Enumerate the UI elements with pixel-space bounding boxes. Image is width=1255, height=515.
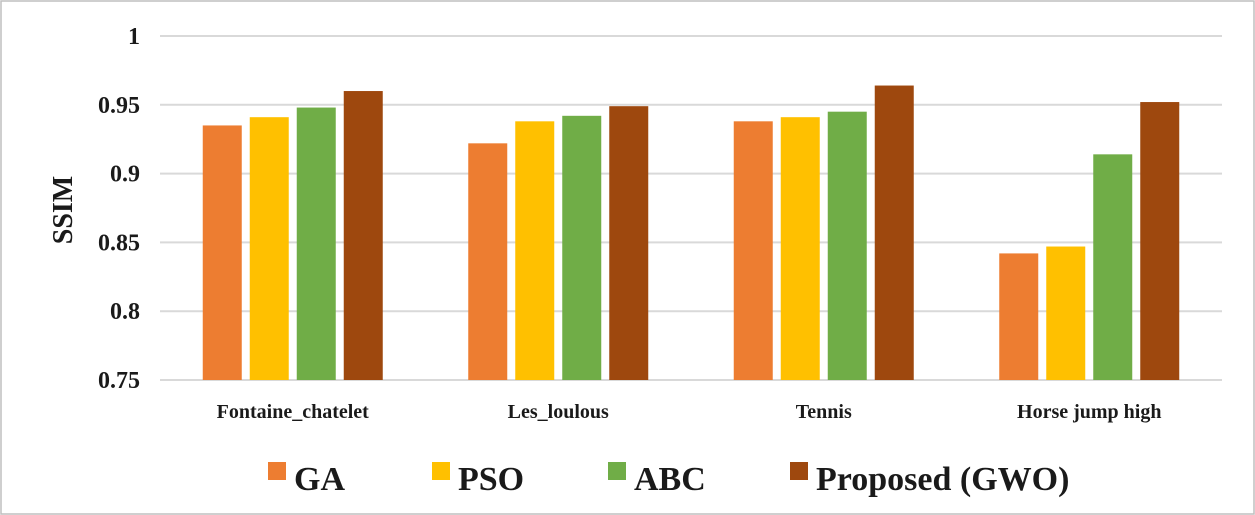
bar-abc-2 bbox=[827, 111, 867, 381]
legend-swatch bbox=[608, 462, 626, 480]
legend: GA PSO ABC Proposed (GWO) bbox=[268, 461, 1069, 498]
bar-proposed-gwo-1 bbox=[609, 106, 649, 381]
x-category-label: Tennis bbox=[796, 401, 852, 423]
bar-pso-3 bbox=[1046, 246, 1086, 380]
bar-ga-3 bbox=[999, 253, 1039, 380]
bar-proposed-gwo-3 bbox=[1140, 102, 1180, 380]
y-tick-label: 0.75 bbox=[98, 368, 140, 394]
y-tick-label: 1 bbox=[128, 24, 140, 50]
x-category-label: Horse jump high bbox=[1017, 401, 1161, 423]
bar-pso-0 bbox=[249, 117, 289, 381]
bar-abc-3 bbox=[1093, 154, 1133, 380]
bar-abc-0 bbox=[296, 107, 336, 380]
y-tick-label: 0.95 bbox=[98, 93, 140, 119]
y-axis-title: SSIM bbox=[48, 176, 79, 244]
legend-label: GA bbox=[294, 461, 345, 498]
bar-abc-1 bbox=[562, 115, 602, 381]
y-axis-ticks: 0.75 0.8 0.85 0.9 0.95 1 bbox=[98, 24, 140, 394]
legend-swatch bbox=[432, 462, 450, 480]
legend-swatch bbox=[268, 462, 286, 480]
legend-label: ABC bbox=[634, 461, 706, 498]
bar-proposed-gwo-2 bbox=[874, 85, 914, 380]
bars bbox=[202, 85, 1180, 381]
x-category-label: Fontaine_chatelet bbox=[217, 401, 370, 423]
bar-proposed-gwo-0 bbox=[343, 91, 383, 380]
bar-ga-0 bbox=[202, 125, 242, 380]
y-tick-label: 0.9 bbox=[110, 162, 140, 188]
y-tick-label: 0.8 bbox=[110, 299, 140, 325]
x-category-label: Les_loulous bbox=[508, 401, 609, 423]
legend-swatch bbox=[790, 462, 808, 480]
y-tick-label: 0.85 bbox=[98, 230, 140, 256]
legend-label: Proposed (GWO) bbox=[816, 461, 1069, 498]
bar-pso-2 bbox=[780, 117, 820, 381]
bar-pso-1 bbox=[515, 121, 555, 380]
gridlines bbox=[160, 35, 1222, 381]
bar-ga-1 bbox=[468, 143, 508, 380]
bar-ga-2 bbox=[733, 121, 773, 380]
legend-label: PSO bbox=[458, 461, 524, 498]
x-axis-categories: Fontaine_chatelet Les_loulous Tennis Horse … bbox=[217, 401, 1162, 423]
